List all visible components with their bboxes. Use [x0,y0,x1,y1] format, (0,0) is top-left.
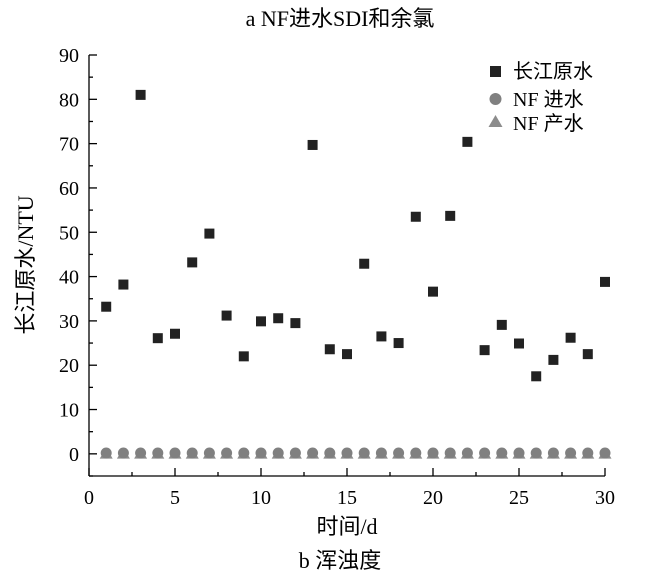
nf-feed-point [152,447,164,459]
nf-feed-point [358,447,370,459]
nf-feed-point [444,447,456,459]
nf-feed-point [307,447,319,459]
raw-water-point [221,310,232,321]
nf-feed-point [100,447,112,459]
raw-water-point [548,354,559,365]
x-axis-title: 时间/d [316,514,377,539]
y-axis-title: 长江原水/NTU [13,195,38,334]
nf-feed-point [565,447,577,459]
raw-water-point [170,328,180,339]
raw-water-point [359,258,370,269]
nf-feed-point [135,447,147,459]
raw-water-point [496,319,507,330]
raw-water-point [531,371,542,382]
x-tick-label: 15 [337,487,357,509]
raw-water-point [410,211,421,222]
nf-feed-point [255,447,267,459]
nf-feed-point [547,447,559,459]
raw-water-point [290,318,301,329]
y-tick-label: 20 [59,355,79,377]
nf-feed-point [238,447,250,459]
y-tick-label: 80 [59,89,79,111]
x-tick-label: 0 [84,487,94,509]
raw-water-point [273,313,284,324]
legend-entry-raw-water: 长江原水 [490,60,593,83]
legend-triangle-marker [488,115,503,127]
legend: 长江原水 NF 进水 NF 产水 [488,60,593,135]
raw-water-point [135,89,146,100]
nf-feed-point [289,447,301,459]
raw-water-point [582,349,593,360]
nf-feed-point [496,447,508,459]
y-tick-label: 90 [59,45,79,67]
nf-feed-point [117,447,129,459]
x-tick-label: 5 [170,487,180,509]
y-tick-label: 60 [59,178,79,200]
legend-label-raw-water: 长江原水 [513,60,593,83]
raw-water-point [101,301,112,312]
legend-label-nf-permeate: NF 产水 [513,112,584,135]
y-tick-label: 10 [59,400,79,422]
nf-feed-point [599,447,611,459]
data-marks [99,89,612,459]
axis-tick-labels: 0 5 10 15 20 25 30 0 10 20 30 40 50 60 70 80 90 [59,45,615,509]
raw-water-point [393,338,404,349]
x-tick-label: 20 [423,487,443,509]
y-tick-label: 30 [59,311,79,333]
raw-water-point [152,333,163,344]
raw-water-point [428,286,438,297]
raw-water-point [342,349,352,360]
raw-water-point [376,331,387,342]
legend-square-marker [490,66,501,77]
nf-feed-point [169,447,181,459]
x-tick-label: 30 [595,487,615,509]
raw-water-point [324,344,335,355]
nf-feed-point [272,447,284,459]
nf-feed-point [410,447,422,459]
top-caption: a NF进水SDI和余氯 [246,6,435,31]
raw-water-point [238,351,249,362]
x-tick-label: 10 [251,487,271,509]
y-tick-label: 50 [59,222,79,244]
x-tick-label: 25 [509,487,529,509]
raw-water-point [118,279,129,290]
legend-circle-marker [489,93,502,105]
nf-feed-point [221,447,233,459]
raw-water-point [256,316,266,327]
nf-feed-point [203,447,215,459]
raw-water-point [600,276,610,287]
nf-feed-point [530,447,542,459]
nf-feed-point [324,447,336,459]
nf-feed-point [186,447,198,459]
legend-label-nf-feed: NF 进水 [513,88,584,111]
nf-feed-point [582,447,594,459]
y-tick-label: 40 [59,267,79,289]
y-tick-label: 70 [59,134,79,156]
legend-entry-nf-permeate: NF 产水 [488,112,584,135]
raw-water-point [187,257,198,268]
nf-feed-point [427,447,439,459]
raw-water-point [565,332,576,343]
nf-feed-point [341,447,353,459]
raw-water-point [462,136,473,147]
y-tick-label: 0 [69,444,79,466]
legend-entry-nf-feed: NF 进水 [489,88,584,111]
raw-water-point [514,338,524,349]
nf-feed-point [375,447,387,459]
nf-feed-point [393,447,405,459]
raw-water-point [307,139,318,150]
raw-water-point [479,345,490,356]
nf-feed-point [461,447,473,459]
axis-ticks [88,54,606,477]
raw-water-point [445,210,456,221]
nf-feed-point [513,447,525,459]
bottom-caption: b 浑浊度 [299,548,382,573]
raw-water-point [204,228,215,239]
nf-feed-point [479,447,491,459]
